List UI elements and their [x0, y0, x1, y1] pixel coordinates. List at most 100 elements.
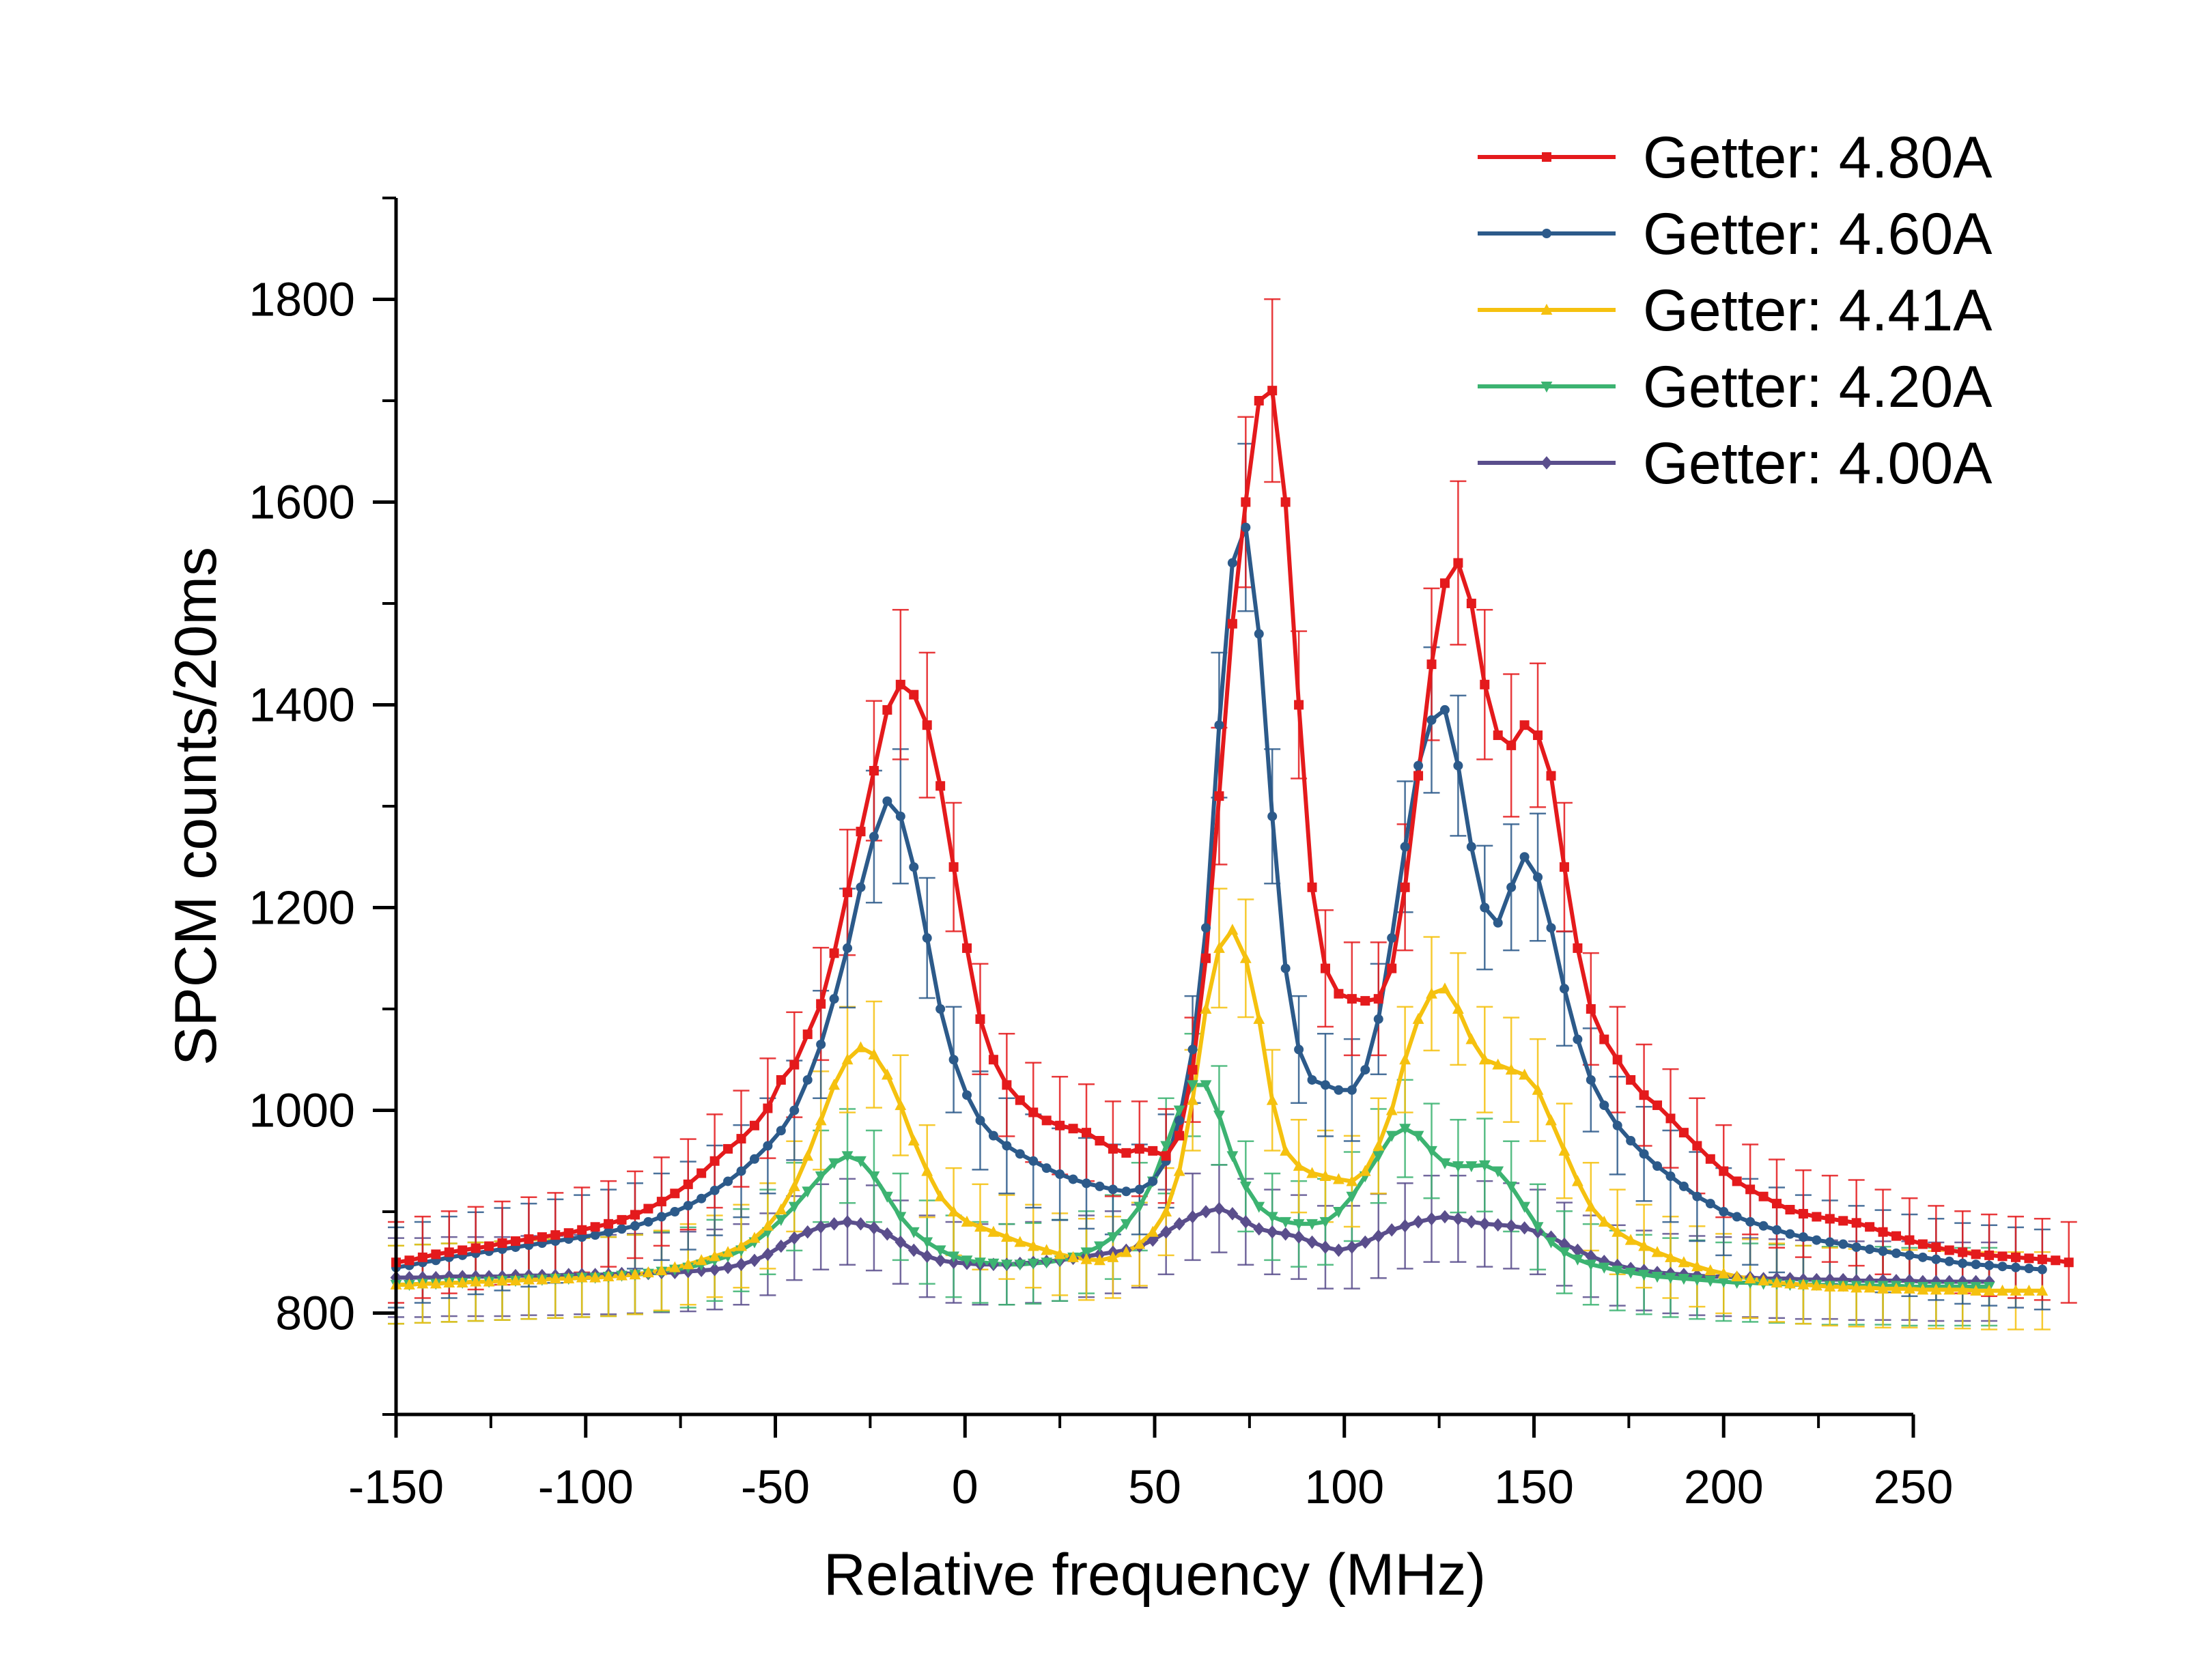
data-point — [1931, 1254, 1941, 1264]
data-point — [1997, 1284, 2008, 1296]
data-point — [856, 827, 866, 837]
data-point — [1346, 1240, 1358, 1254]
legend-label: Getter: 4.60A — [1643, 201, 1993, 267]
data-point — [843, 887, 853, 898]
data-point — [1704, 1275, 1717, 1287]
data-point — [1626, 1136, 1636, 1146]
data-point — [1439, 1210, 1451, 1224]
data-point — [975, 1014, 985, 1024]
data-point — [1626, 1074, 1636, 1085]
data-point — [1904, 1235, 1915, 1245]
legend-label: Getter: 4.80A — [1643, 125, 1993, 190]
data-point — [709, 1262, 721, 1277]
data-point — [404, 1255, 414, 1266]
data-point — [1665, 1113, 1676, 1124]
data-point — [775, 1214, 787, 1226]
data-point — [987, 1258, 1000, 1270]
data-point — [1239, 1181, 1252, 1193]
data-point — [1705, 1199, 1715, 1209]
data-point — [1771, 1276, 1783, 1287]
data-point — [1267, 811, 1278, 821]
data-point — [1107, 1251, 1119, 1262]
data-point — [617, 1224, 627, 1234]
data-point — [1213, 1201, 1225, 1216]
data-point — [1028, 1156, 1039, 1166]
x-ticks: -150 -100 -50 0 50 100 150 200 250 — [348, 1414, 1953, 1513]
data-point — [1772, 1199, 1782, 1209]
data-point — [1080, 1253, 1093, 1264]
data-point — [1865, 1244, 1875, 1254]
data-point — [856, 882, 866, 892]
data-point — [1492, 1058, 1504, 1070]
data-point — [1334, 988, 1344, 999]
data-point — [1148, 1176, 1158, 1186]
data-point — [988, 1130, 998, 1141]
data-point — [444, 1247, 454, 1257]
data-point — [1200, 1205, 1212, 1219]
data-point — [696, 1168, 707, 1178]
data-point — [1997, 1251, 2008, 1262]
data-point — [1359, 1235, 1371, 1249]
data-point — [1426, 659, 1437, 670]
data-point — [934, 1190, 946, 1201]
data-point — [1611, 1225, 1624, 1237]
data-point — [1426, 1145, 1437, 1157]
data-point — [722, 1260, 734, 1275]
data-point — [828, 1158, 841, 1169]
data-point — [1758, 1191, 1769, 1201]
x-tick-label: -150 — [348, 1460, 444, 1513]
data-point — [1984, 1250, 1995, 1260]
data-point — [1545, 1114, 1557, 1126]
data-point — [1280, 1216, 1292, 1228]
data-point — [1546, 923, 1556, 933]
data-point — [1254, 396, 1264, 405]
data-point — [1041, 1244, 1053, 1255]
data-point — [1958, 1247, 1968, 1257]
data-point — [1958, 1258, 1968, 1268]
data-point — [1399, 1124, 1411, 1135]
data-point — [497, 1238, 507, 1249]
data-point — [1652, 1161, 1663, 1171]
y-ticks: 800 1000 1200 1400 1600 1800 — [249, 197, 396, 1416]
data-point — [1439, 704, 1450, 715]
data-point — [1426, 987, 1437, 999]
data-point — [1160, 1141, 1172, 1152]
data-point — [948, 862, 959, 872]
data-point — [458, 1245, 468, 1255]
data-point — [1200, 953, 1211, 963]
data-point — [735, 1240, 747, 1251]
data-point — [1784, 1277, 1796, 1289]
data-point — [1478, 1160, 1491, 1171]
data-point — [1080, 1247, 1093, 1259]
legend-label: Getter: 4.41A — [1643, 278, 1993, 343]
x-tick-label: 250 — [1874, 1460, 1954, 1513]
data-point — [988, 1055, 998, 1065]
data-point — [1412, 1130, 1424, 1142]
data-point — [1997, 1262, 2008, 1272]
data-point — [1082, 1128, 1092, 1138]
data-point — [683, 1179, 693, 1189]
y-axis-label: SPCM counts/20ms — [163, 547, 229, 1066]
data-point — [604, 1219, 614, 1229]
data-point — [1573, 943, 1583, 953]
data-point — [1387, 963, 1397, 973]
data-point — [1120, 1246, 1132, 1257]
data-point — [1280, 1144, 1292, 1156]
data-point — [510, 1236, 520, 1247]
data-point — [1014, 1259, 1026, 1271]
data-point — [1307, 882, 1317, 892]
data-point — [1984, 1260, 1995, 1270]
data-point — [1480, 902, 1490, 913]
data-point — [882, 796, 892, 806]
data-point — [1545, 1237, 1557, 1249]
data-point — [723, 1176, 733, 1186]
data-point — [1599, 1100, 1609, 1111]
data-point — [1227, 558, 1237, 568]
data-point — [1319, 1216, 1332, 1228]
data-point — [934, 1245, 946, 1257]
data-point — [815, 1220, 827, 1234]
data-point — [1041, 1257, 1053, 1269]
data-point — [1558, 1247, 1571, 1259]
data-point — [1571, 1175, 1583, 1186]
